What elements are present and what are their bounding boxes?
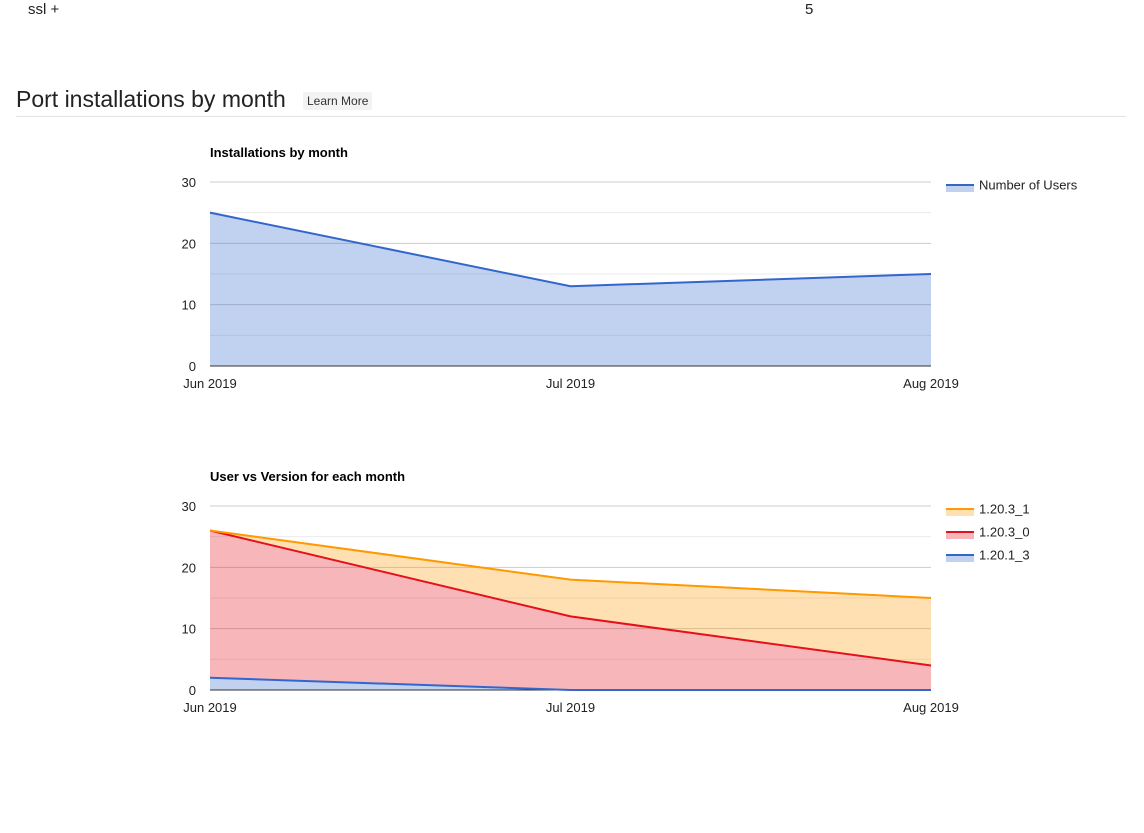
variant-count: 5 (805, 1, 814, 18)
chart-title: User vs Version for each month (210, 469, 405, 484)
y-tick-label: 20 (182, 236, 196, 251)
legend-item[interactable]: 1.20.3_0 (946, 525, 1030, 540)
series-line (209, 676, 931, 691)
installations-chart: Installations by month 0 10 20 30 Jun 2019 Jul… (0, 130, 1144, 410)
x-tick-label: Jun 2019 (183, 700, 237, 715)
series-area (210, 677, 931, 690)
series-line (209, 211, 932, 288)
section-header: Port installations by month Learn More (16, 86, 1126, 117)
versions-chart: User vs Version for each month 0 10 20 30 Jun… (0, 454, 1144, 734)
y-tick-label: 0 (189, 683, 196, 698)
x-tick-label: Jul 2019 (546, 700, 595, 715)
x-tick-label: Jun 2019 (183, 376, 237, 391)
series-area (210, 530, 931, 690)
versions-chart-svg: User vs Version for each month 0 10 20 30 Jun… (182, 469, 1030, 715)
legend-item[interactable]: Number of Users (946, 178, 1078, 193)
variant-row: ssl + 5 (0, 0, 1144, 24)
y-tick-label: 30 (182, 175, 196, 190)
series-line (209, 529, 932, 667)
legend-swatch-fill (946, 532, 974, 539)
legend-item[interactable]: 1.20.3_1 (946, 502, 1030, 517)
variant-name: ssl + (28, 1, 60, 18)
installations-chart-svg: Installations by month 0 10 20 30 Jun 2019 Jul… (182, 145, 1078, 391)
series-area (210, 212, 931, 366)
x-tick-label: Jul 2019 (546, 376, 595, 391)
legend-label: 1.20.3_0 (979, 525, 1030, 540)
x-tick-label: Aug 2019 (903, 700, 959, 715)
legend-swatch-fill (946, 185, 974, 192)
y-tick-label: 10 (182, 622, 196, 637)
series-line (209, 529, 932, 599)
learn-more-button[interactable]: Learn More (303, 92, 373, 110)
section-title: Port installations by month (16, 86, 286, 112)
legend-swatch-fill (946, 555, 974, 562)
legend-label: 1.20.3_1 (979, 502, 1030, 517)
legend-swatch-fill (946, 509, 974, 516)
y-tick-label: 0 (189, 359, 196, 374)
y-tick-label: 10 (182, 298, 196, 313)
legend-label: 1.20.1_3 (979, 548, 1030, 563)
x-tick-label: Aug 2019 (903, 376, 959, 391)
y-tick-label: 20 (182, 560, 196, 575)
series-area (210, 530, 931, 666)
legend-item[interactable]: 1.20.1_3 (946, 548, 1030, 563)
y-tick-label: 30 (182, 499, 196, 514)
chart-title: Installations by month (210, 145, 348, 160)
legend-label: Number of Users (979, 178, 1078, 193)
